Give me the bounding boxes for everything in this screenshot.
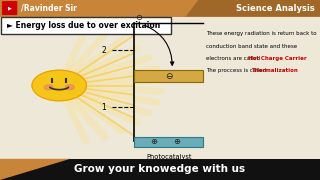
Text: Hot Charge Carrier: Hot Charge Carrier — [248, 56, 307, 61]
FancyBboxPatch shape — [2, 1, 17, 15]
Text: Photocatalyst: Photocatalyst — [146, 154, 192, 160]
Polygon shape — [0, 159, 70, 180]
FancyBboxPatch shape — [1, 17, 171, 34]
Text: conduction band state and these: conduction band state and these — [206, 44, 298, 49]
Circle shape — [44, 85, 53, 90]
Text: ⊕: ⊕ — [173, 137, 180, 146]
Text: ⊖: ⊖ — [135, 14, 142, 22]
Text: /Ravinder Sir: /Ravinder Sir — [21, 4, 77, 13]
Text: 1: 1 — [102, 103, 106, 112]
Text: ⊖: ⊖ — [165, 71, 172, 81]
FancyBboxPatch shape — [0, 0, 320, 17]
Text: Science Analysis: Science Analysis — [236, 4, 315, 13]
Text: The proccess is called: The proccess is called — [206, 68, 268, 73]
Circle shape — [32, 70, 86, 101]
FancyArrowPatch shape — [145, 25, 174, 65]
Text: Grow your knowedge with us: Grow your knowedge with us — [75, 164, 245, 174]
Text: Thermalization: Thermalization — [252, 68, 299, 73]
Text: 2: 2 — [102, 46, 106, 55]
Text: ⊕: ⊕ — [150, 137, 157, 146]
FancyBboxPatch shape — [0, 159, 320, 180]
Polygon shape — [186, 0, 320, 17]
FancyBboxPatch shape — [134, 70, 203, 82]
FancyBboxPatch shape — [134, 137, 203, 147]
Text: electrons are called: electrons are called — [206, 56, 262, 61]
Text: ► Energy loss due to over excitaion: ► Energy loss due to over excitaion — [7, 21, 160, 30]
Text: ▶: ▶ — [8, 6, 12, 11]
Text: These energy radiation is return back to: These energy radiation is return back to — [206, 31, 317, 37]
Circle shape — [65, 85, 74, 90]
